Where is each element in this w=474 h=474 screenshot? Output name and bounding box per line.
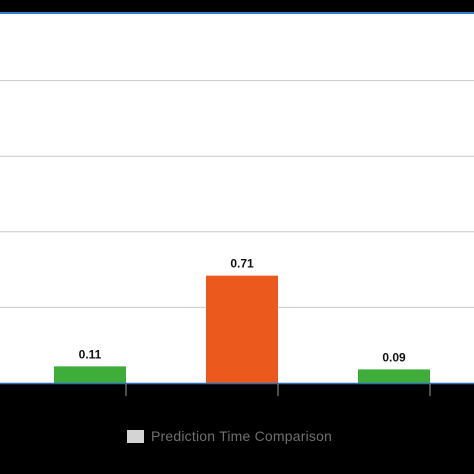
data-label-2: 0.71 xyxy=(230,257,254,271)
data-label-3: 0.09 xyxy=(382,350,406,364)
legend-swatch xyxy=(127,429,144,443)
bar-3 xyxy=(358,369,430,383)
legend-label: Prediction Time Comparison xyxy=(151,428,333,444)
legend: Prediction Time Comparison xyxy=(127,428,332,444)
data-label-1: 0.11 xyxy=(79,347,102,361)
bar-1 xyxy=(54,366,126,383)
bar-2 xyxy=(206,275,278,383)
